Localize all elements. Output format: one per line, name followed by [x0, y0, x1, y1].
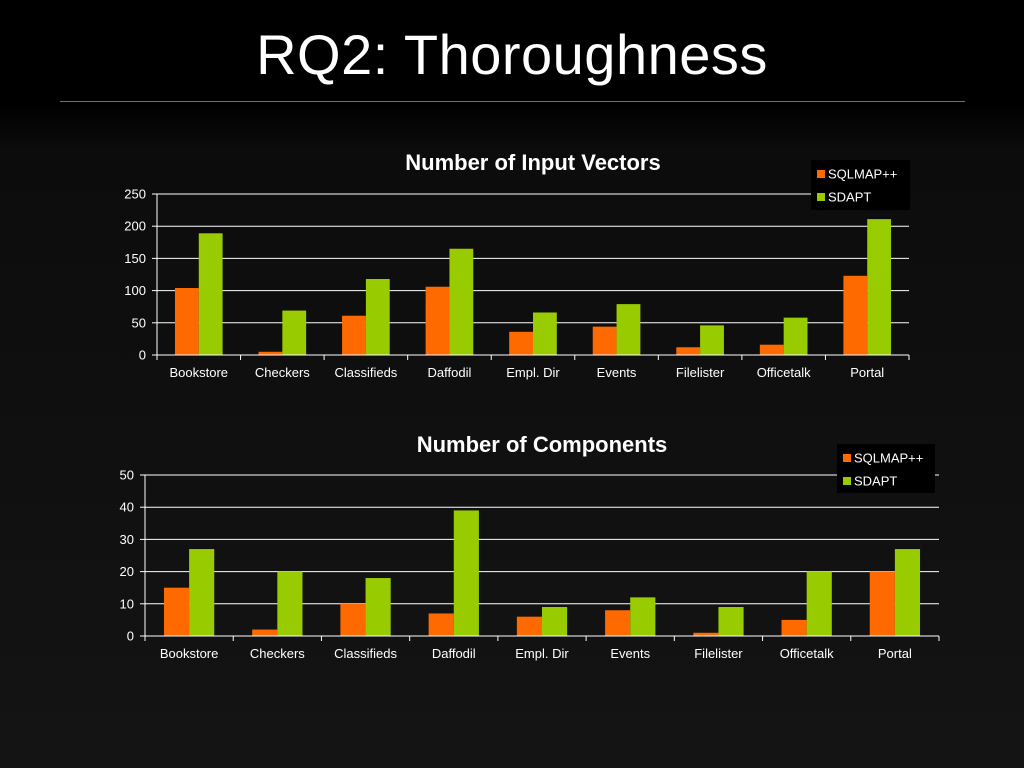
legend-label: SDAPT — [854, 474, 897, 489]
slide-title: RQ2: Thoroughness — [256, 23, 768, 86]
y-tick-label: 250 — [124, 187, 146, 202]
bar-sdapt — [198, 233, 223, 355]
bar-sdapt — [700, 325, 724, 355]
bar-sqlmap — [516, 616, 542, 636]
bar-sdapt — [282, 310, 307, 355]
x-tick-label: Empl. Dir — [515, 646, 569, 661]
legend-label: SQLMAP++ — [854, 451, 923, 466]
x-tick-label: Bookstore — [170, 365, 229, 380]
y-tick-label: 30 — [120, 532, 134, 547]
bar-sdapt — [894, 549, 921, 636]
bar-sdapt — [189, 549, 215, 636]
legend-swatch-sqlmap — [817, 170, 825, 178]
y-tick-label: 0 — [127, 629, 134, 644]
bar-sdapt — [277, 571, 303, 636]
y-tick-label: 50 — [132, 315, 146, 330]
x-tick-label: Bookstore — [160, 646, 219, 661]
bar-sqlmap — [509, 331, 533, 355]
y-tick-label: 40 — [120, 500, 134, 515]
chart-title: Number of Input Vectors — [405, 150, 660, 175]
legend-swatch-sqlmap — [843, 454, 851, 462]
bar-sqlmap — [869, 571, 895, 636]
x-tick-label: Portal — [850, 365, 884, 380]
x-tick-label: Checkers — [250, 646, 305, 661]
bar-sqlmap — [425, 286, 450, 355]
bar-sqlmap — [693, 632, 719, 636]
x-tick-label: Events — [610, 646, 650, 661]
bar-sqlmap — [252, 629, 278, 636]
y-tick-label: 0 — [139, 348, 146, 363]
bar-sqlmap — [676, 347, 701, 355]
x-tick-label: Officetalk — [757, 365, 811, 380]
bar-sdapt — [542, 607, 568, 636]
x-tick-label: Checkers — [255, 365, 310, 380]
x-tick-label: Classifieds — [334, 365, 397, 380]
x-tick-label: Portal — [878, 646, 912, 661]
bar-sdapt — [449, 248, 474, 355]
y-tick-label: 10 — [120, 596, 134, 611]
legend-box — [811, 160, 910, 210]
bar-sqlmap — [342, 315, 366, 355]
bar-sqlmap — [843, 275, 868, 355]
bar-sdapt — [783, 317, 808, 355]
bar-sqlmap — [258, 351, 283, 355]
bar-sdapt — [867, 219, 892, 355]
legend-swatch-sdapt — [817, 193, 825, 201]
x-tick-label: Daffodil — [432, 646, 476, 661]
title-divider — [60, 101, 965, 102]
x-tick-label: Events — [597, 365, 637, 380]
bar-sqlmap — [428, 613, 454, 636]
components-chart: Number of Components 0 10 20 30 40 50 Bookstore… — [120, 432, 940, 661]
y-tick-label: 200 — [124, 219, 146, 234]
bar-sqlmap — [605, 610, 631, 636]
input-vectors-chart: Number of Input Vectors 0 50 100 150 200 250 Bo… — [124, 150, 910, 380]
legend-label: SQLMAP++ — [828, 167, 897, 182]
bar-sdapt — [616, 304, 641, 355]
x-tick-label: Classifieds — [334, 646, 397, 661]
bar-sdapt — [365, 578, 391, 636]
x-tick-label: Filelister — [676, 365, 725, 380]
chart-title: Number of Components — [417, 432, 668, 457]
legend-swatch-sdapt — [843, 477, 851, 485]
bar-sdapt — [630, 597, 656, 636]
y-tick-label: 100 — [124, 283, 146, 298]
bar-sqlmap — [592, 326, 617, 355]
bar-sqlmap — [174, 288, 199, 355]
y-tick-label: 50 — [120, 468, 134, 483]
x-tick-label: Empl. Dir — [506, 365, 560, 380]
bar-sdapt — [365, 279, 390, 355]
bar-sdapt — [806, 571, 832, 636]
bar-sdapt — [533, 312, 557, 355]
y-tick-label: 20 — [120, 564, 134, 579]
x-tick-label: Officetalk — [780, 646, 834, 661]
bar-sdapt — [718, 607, 744, 636]
bar-sqlmap — [163, 587, 190, 636]
y-tick-label: 150 — [124, 251, 146, 266]
legend-box — [837, 444, 935, 493]
bar-sqlmap — [340, 603, 366, 636]
x-tick-label: Filelister — [694, 646, 743, 661]
bar-sqlmap — [781, 619, 807, 636]
x-tick-label: Daffodil — [428, 365, 472, 380]
legend-label: SDAPT — [828, 190, 871, 205]
bar-sqlmap — [759, 344, 784, 355]
bar-sdapt — [453, 510, 479, 636]
